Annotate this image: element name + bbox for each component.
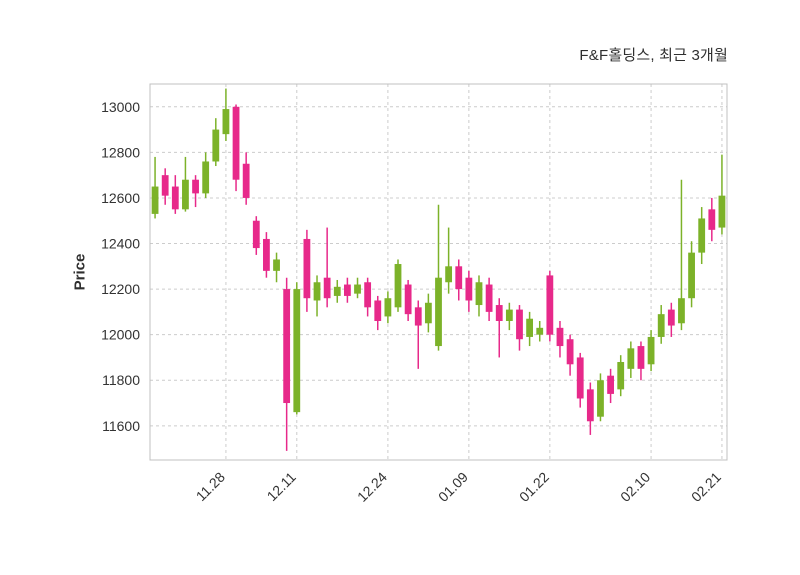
candle-body [475,282,483,306]
candle-body [171,186,179,210]
candle-body [516,309,523,340]
chart-title: F&F홀딩스, 최근 3개월 [579,47,728,64]
candle-body [556,327,564,347]
svg-text:11.28: 11.28 [193,469,229,505]
candle-body [678,298,685,324]
plot-border [149,83,728,461]
candle-body [151,186,159,214]
candle-body [485,284,493,312]
candle-body [384,298,392,317]
candle-body [455,266,463,290]
candle-body [404,284,412,315]
svg-text:12400: 12400 [101,236,140,252]
svg-text:02.21: 02.21 [688,469,724,505]
candle-body [333,286,341,296]
candle-body [374,300,382,321]
candle-body [627,348,635,369]
x-axis-tick-labels: 11.28 12.11 12.24 01.09 01.22 02.10 02.21 [193,469,725,505]
candle-body [212,129,220,162]
candle-body [526,318,534,337]
candle-body [657,314,665,337]
candle-body [161,175,169,196]
candle-body [607,375,614,394]
candle-body [667,309,675,326]
svg-text:11600: 11600 [102,418,140,434]
candle-body [182,179,189,210]
candle-body [546,275,554,335]
candle-body [313,282,321,301]
candle-body [718,195,726,228]
y-axis-label: Price [71,253,89,291]
svg-text:12600: 12600 [101,190,140,206]
candle-body [293,289,301,413]
candle-body [343,284,351,296]
candle-body [576,357,584,399]
candle-body [323,277,331,299]
candle-body [688,252,695,299]
candle-body [263,238,270,271]
candle-body [424,302,432,324]
candle-body [414,307,422,326]
candle-body [232,106,240,180]
candle-body [536,327,544,335]
y-axis-tick-labels: 11600 11800 12000 12200 12400 12600 12800 13000 [101,99,140,434]
candle-body [222,109,230,135]
candle-body [586,389,594,422]
candle-body [435,277,442,347]
svg-text:12800: 12800 [101,144,140,160]
candle-body [283,289,291,404]
candle-body [273,259,280,271]
candle-body [364,282,372,308]
svg-text:12200: 12200 [101,281,140,297]
candle-body [617,362,625,390]
candle-body [708,209,716,230]
svg-text:13000: 13000 [101,99,140,115]
candle-body [202,161,210,194]
svg-text:12.11: 12.11 [264,469,300,505]
candle-body [354,284,361,294]
candle-body [566,339,574,365]
candle-body [242,163,250,198]
svg-text:12000: 12000 [101,327,140,343]
candle-body [192,179,199,194]
candle-body [647,336,655,365]
svg-text:01.22: 01.22 [516,469,552,505]
candle-body [394,264,402,308]
candle-body [495,305,503,321]
candle-body [445,266,453,283]
candle-body [637,346,645,369]
candle-body [698,218,706,253]
candle-body [505,309,513,321]
candles [151,88,726,451]
svg-text:02.10: 02.10 [617,469,653,505]
candle-body [252,220,260,249]
svg-text:12.24: 12.24 [354,469,390,505]
candle-body [303,238,311,299]
svg-text:11800: 11800 [102,372,140,388]
svg-text:01.09: 01.09 [435,469,471,505]
candle-body [597,380,604,417]
candle-body [465,277,473,301]
